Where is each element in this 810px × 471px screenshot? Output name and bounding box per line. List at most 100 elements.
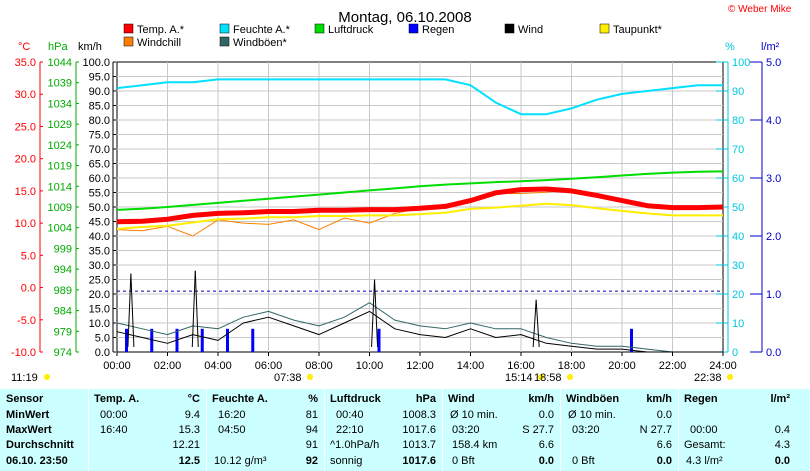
time-marker-label: 22:38 xyxy=(694,372,722,384)
temp_c-tick-label: -10.0 xyxy=(11,347,36,359)
pressure_hpa-tick-label: 979 xyxy=(54,326,72,338)
temp-value: 15.3 xyxy=(178,424,200,436)
sun-icon xyxy=(538,374,544,380)
column-divider xyxy=(678,389,679,471)
x-tick-label: 10:00 xyxy=(356,360,384,372)
sun-icon xyxy=(44,374,50,380)
humidity-time: 04:50 xyxy=(218,424,246,436)
wind_kmh-tick-label: 15.0 xyxy=(89,304,110,316)
column-divider xyxy=(88,389,89,471)
pressure_hpa-tick-label: 1039 xyxy=(48,78,72,90)
pressure_hpa-tick-label: 1044 xyxy=(48,57,72,69)
wind-peak xyxy=(194,270,199,348)
pressure_hpa-tick-label: 1029 xyxy=(48,119,72,131)
rain_lm2-tick-label: 4.0 xyxy=(766,115,781,127)
temp_c-tick-label: 25.0 xyxy=(15,121,36,133)
x-tick-label: 08:00 xyxy=(305,360,333,372)
wind-distance: 158.4 km xyxy=(452,439,498,451)
x-axis: 00:00 02:00 04:00 06:00 08:00 10:00 12:00 14:00… xyxy=(103,352,737,372)
chart-title: Montag, 06.10.2008 xyxy=(338,9,471,26)
statistics-table: Sensor Temp. A. °C Feuchte A. % Luftdruc… xyxy=(0,389,810,471)
pressure_hpa-tick-label: 989 xyxy=(54,285,72,297)
legend: Temp. A.* Feuchte A.* Luftdruck Regen Wind Ta… xyxy=(123,23,663,49)
wind_kmh-tick-label: 65.0 xyxy=(89,159,110,171)
rain-current: 0.0 xyxy=(774,455,790,467)
x-tick-label: 16:00 xyxy=(507,360,535,372)
row-label: 06.10. 23:50 xyxy=(6,455,68,467)
legend-swatch xyxy=(219,23,230,34)
series-luftdruck xyxy=(116,170,724,211)
series-lines xyxy=(116,78,724,353)
series-taupunkt xyxy=(116,202,723,230)
temp_c-tick-label: 10.0 xyxy=(15,218,36,230)
header-wind-unit: km/h xyxy=(528,393,554,405)
header-sensor: Sensor xyxy=(6,393,44,405)
rain_lm2-tick-label: 2.0 xyxy=(766,231,781,243)
legend-label: Windchill xyxy=(137,37,181,49)
weather-forecast: sonnig xyxy=(330,455,363,467)
wind_kmh-tick-label: 35.0 xyxy=(89,246,110,258)
header-temp: Temp. A. xyxy=(94,393,140,405)
temp_c-tick-label: 35.0 xyxy=(15,57,36,69)
header-humidity-unit: % xyxy=(308,393,318,405)
sun-icon xyxy=(307,374,313,380)
humidity_pct-unit-label: % xyxy=(725,41,735,53)
x-tick-label: 22:00 xyxy=(659,360,687,372)
pressure-time: 22:10 xyxy=(336,424,364,436)
header-gust-unit: km/h xyxy=(646,393,672,405)
wind_kmh-tick-label: 45.0 xyxy=(89,217,110,229)
series-feuchte-a xyxy=(116,78,723,116)
wind_kmh-tick-label: 55.0 xyxy=(89,188,110,200)
wind_kmh-tick-label: 5.0 xyxy=(95,333,110,345)
temp_c-unit-label: °C xyxy=(18,41,30,53)
wind_kmh-tick-label: 90.0 xyxy=(89,86,110,98)
temp_c-tick-label: 5.0 xyxy=(21,250,36,262)
wind_kmh-tick-label: 100.0 xyxy=(82,57,110,69)
pressure_hpa-tick-label: 1034 xyxy=(48,98,72,110)
y-axes: 35.0 30.0 25.0 20.0 15.0 10.0 5.0 0.0 -5.0 -10.0 1… xyxy=(11,57,781,359)
gust-value: 6.6 xyxy=(656,439,672,451)
humidity_pct-tick-label: 100 xyxy=(732,57,750,69)
legend-swatch xyxy=(123,23,134,34)
rain-bar xyxy=(226,328,229,352)
gust-time: Ø 10 min. xyxy=(568,409,616,421)
wind-current: 0.0 xyxy=(538,455,554,467)
x-tick-label: 14:00 xyxy=(457,360,485,372)
humidity_pct-tick-label: 90 xyxy=(732,86,744,98)
wind-value: 0.0 xyxy=(538,409,554,421)
humidity-value: 94 xyxy=(305,424,318,436)
wind-peak xyxy=(191,270,196,348)
legend-label: Taupunkt* xyxy=(613,24,663,36)
header-pressure-unit: hPa xyxy=(415,393,436,405)
rain-value: 4.3 xyxy=(774,439,790,451)
humidity-value: 91 xyxy=(305,439,318,451)
x-tick-label: 02:00 xyxy=(154,360,182,372)
temp_c-tick-label: 15.0 xyxy=(15,186,36,198)
gust-time: 03:20 xyxy=(572,424,600,436)
humidity_pct-tick-label: 80 xyxy=(732,115,744,127)
humidity_pct-tick-label: 10 xyxy=(732,318,744,330)
wind-peak xyxy=(532,299,537,348)
pressure-value: 1008.3 xyxy=(402,409,436,421)
series-temp-a xyxy=(116,186,724,225)
pressure_hpa-tick-label: 1014 xyxy=(48,181,72,193)
absolute-humidity: 10.12 g/m³ xyxy=(214,455,267,467)
row-label: Durchschnitt xyxy=(6,439,74,451)
humidity_pct-tick-label: 0 xyxy=(732,347,738,359)
temp-current: 12.5 xyxy=(178,455,200,467)
temp_c-tick-label: 20.0 xyxy=(15,154,36,166)
temp_c-tick-label: 30.0 xyxy=(15,89,36,101)
pressure_hpa-tick-label: 974 xyxy=(54,347,72,359)
time-marker-label: 07:38 xyxy=(274,372,302,384)
column-divider xyxy=(324,389,325,471)
wind-beaufort: 0 Bft xyxy=(452,455,475,467)
wind_kmh-tick-label: 50.0 xyxy=(89,202,110,214)
pressure_hpa-tick-label: 994 xyxy=(54,264,72,276)
legend-swatch xyxy=(504,23,515,34)
grid xyxy=(117,62,723,352)
pressure_hpa-unit-label: hPa xyxy=(48,41,68,53)
wind_kmh-tick-label: 80.0 xyxy=(89,115,110,127)
sun-icon xyxy=(727,374,733,380)
legend-swatch xyxy=(314,23,325,34)
header-gust: Windböen xyxy=(566,393,620,405)
